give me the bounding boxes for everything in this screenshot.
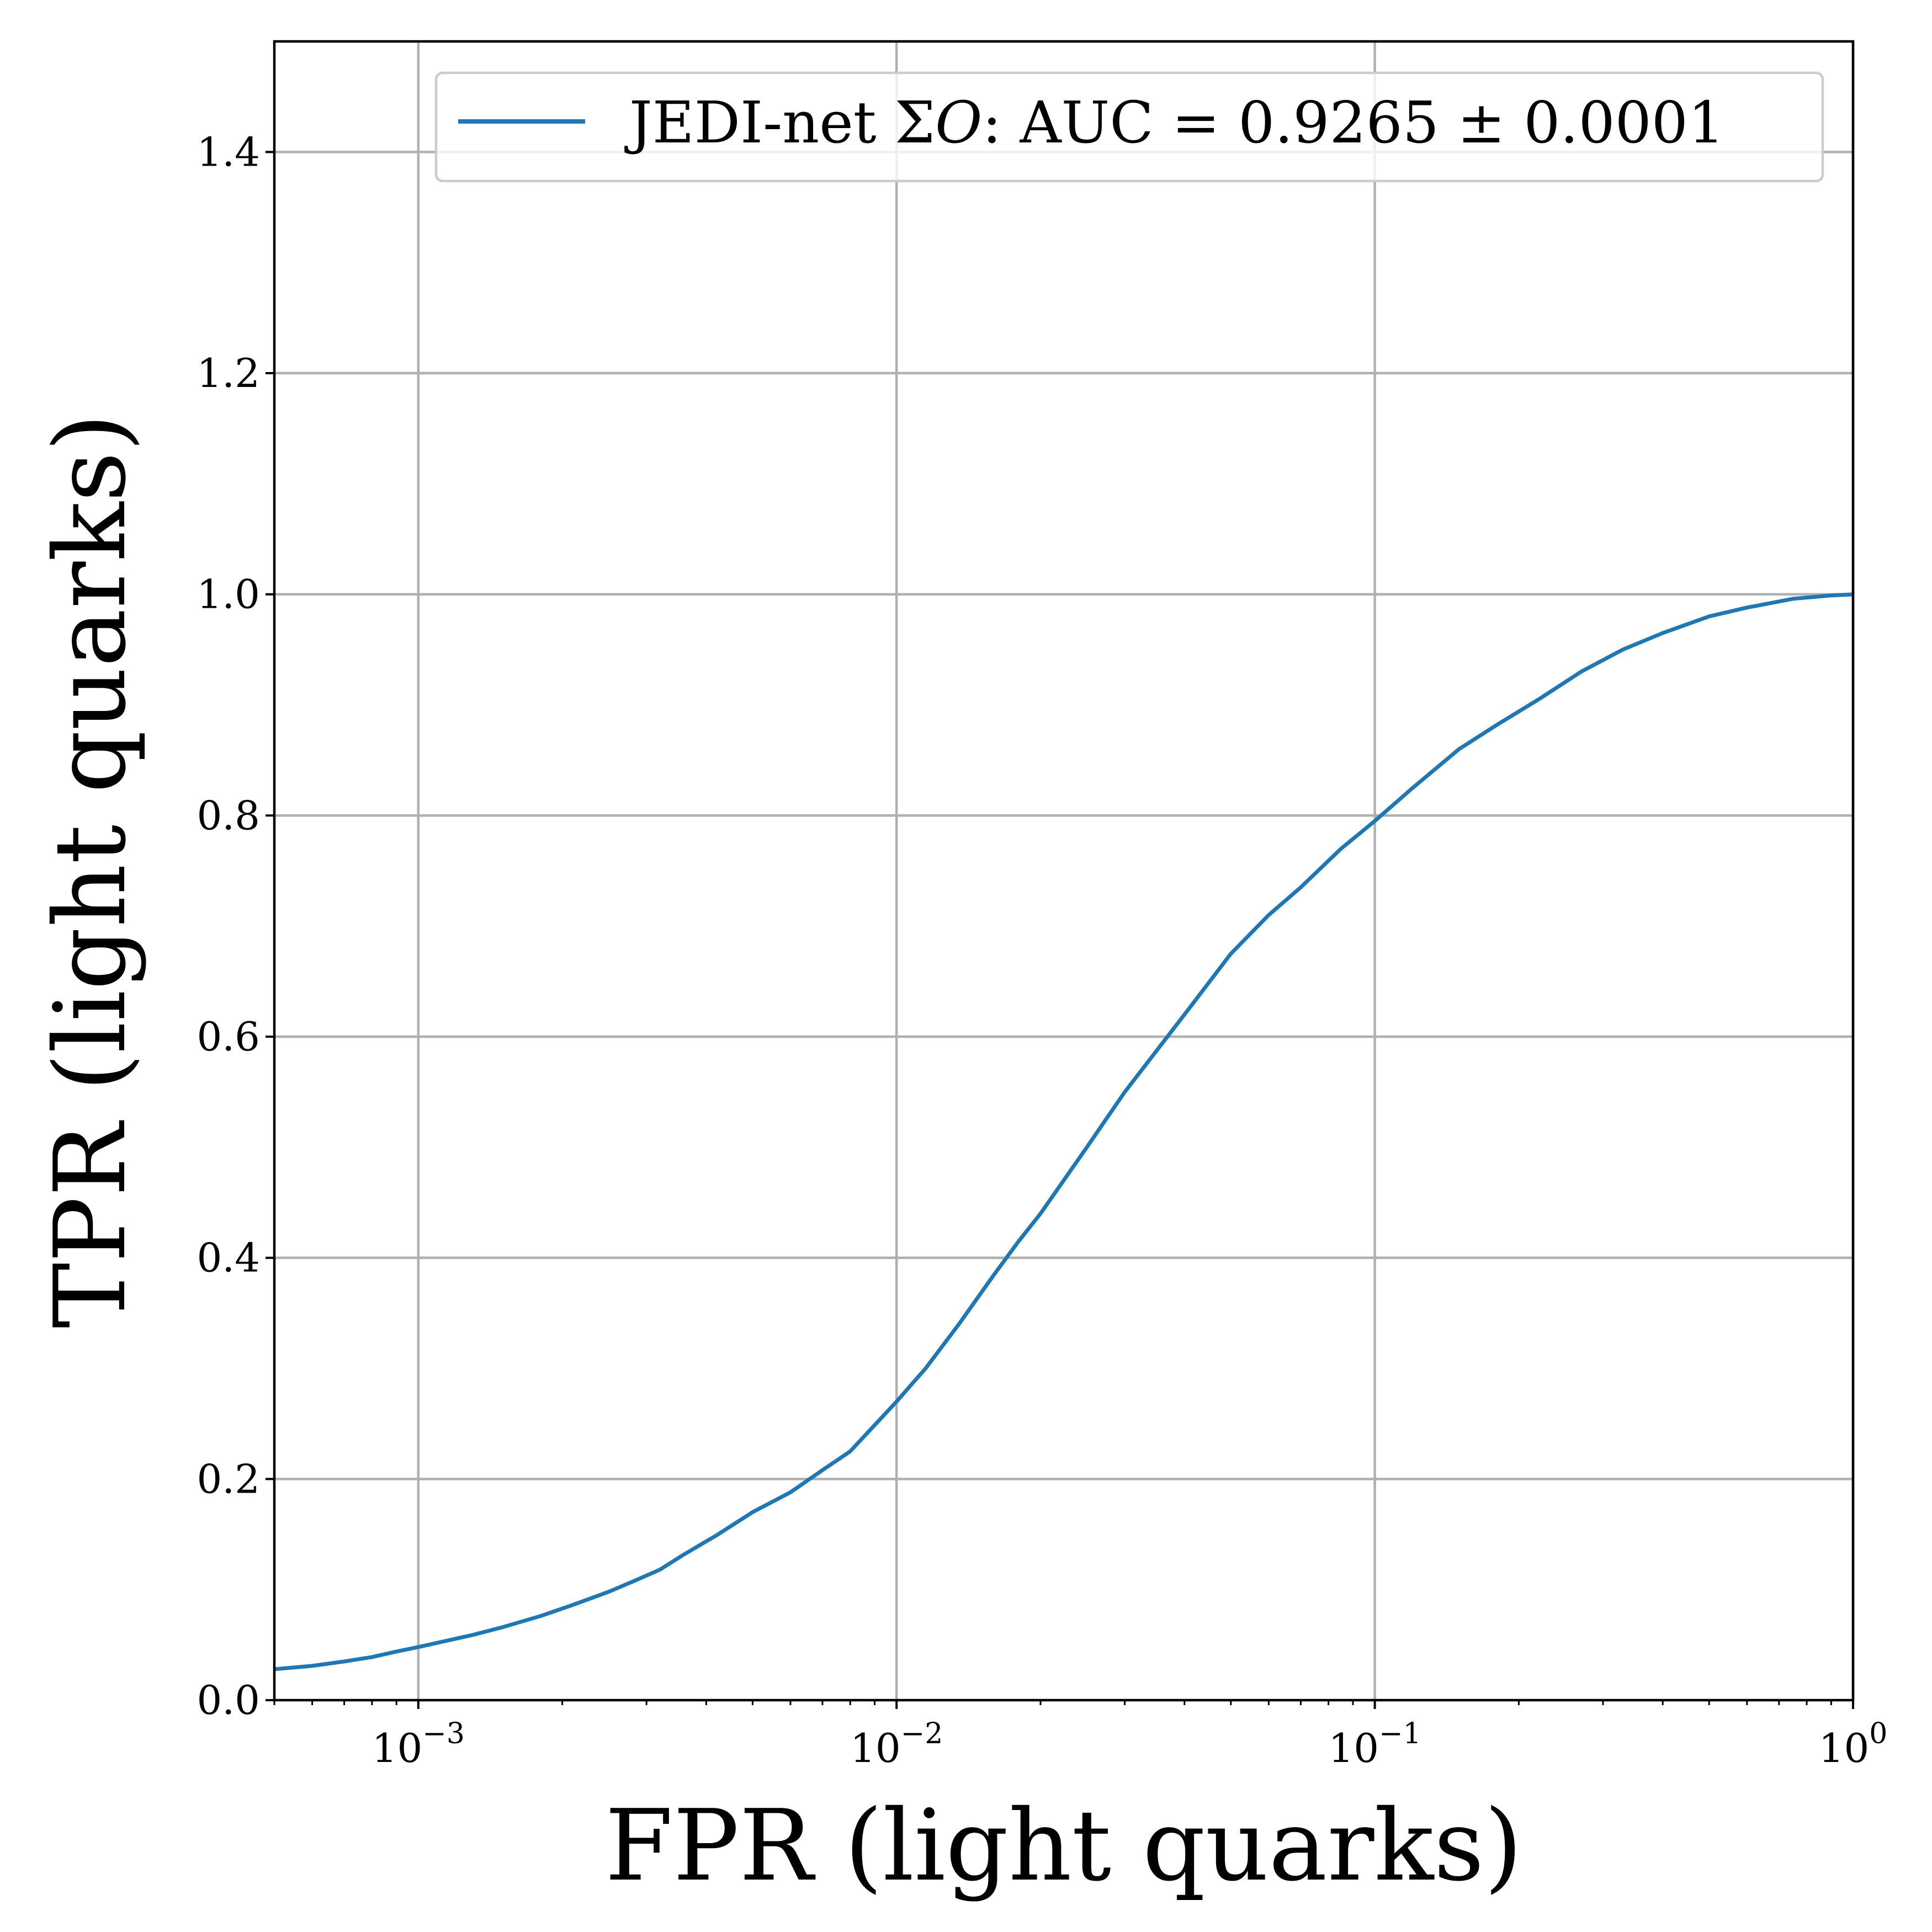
x-tick-label: 10−1 — [1328, 1717, 1421, 1771]
y-tick-label: 1.2 — [197, 350, 260, 396]
x-tick-label-exp: −2 — [901, 1717, 943, 1750]
series-layer — [274, 592, 1854, 1671]
x-tick-label-base: 10 — [372, 1725, 423, 1771]
y-tick-label: 1.4 — [197, 129, 260, 175]
plot-frame — [273, 40, 1855, 1702]
y-tick-label: 0.8 — [197, 792, 260, 838]
y-tick-label: 1.0 — [197, 571, 260, 618]
series-line — [274, 592, 1854, 1671]
legend-box — [434, 71, 1824, 183]
x-tick-label-base: 10 — [1328, 1725, 1379, 1771]
x-tick-label: 10−2 — [850, 1717, 943, 1771]
legend-entry-suffix: : AUC = 0.9265 ± 0.0001 — [982, 89, 1724, 156]
legend-entry-prefix: JEDI-net Σ — [624, 89, 935, 156]
x-tick-label-exp: 0 — [1869, 1717, 1887, 1750]
x-tick-label-exp: −3 — [422, 1717, 465, 1750]
legend-entry: JEDI-net ΣO: AUC = 0.9265 ± 0.0001 — [624, 89, 1724, 156]
y-tick-label: 0.2 — [197, 1456, 260, 1502]
legend-entry-italic: O — [935, 89, 982, 156]
legend: JEDI-net ΣO: AUC = 0.9265 ± 0.0001 — [434, 71, 1824, 183]
x-tick-label-base: 10 — [1819, 1725, 1870, 1771]
x-axis-label: FPR (light quarks) — [605, 1788, 1522, 1903]
y-tick-label: 0.4 — [197, 1235, 260, 1281]
x-tick-label-base: 10 — [850, 1725, 901, 1771]
y-tick-label: 0.6 — [197, 1013, 260, 1060]
y-tick-label: 0.0 — [197, 1677, 260, 1723]
x-tick-label-exp: −1 — [1379, 1717, 1421, 1750]
x-tick-label: 10−3 — [372, 1717, 465, 1771]
x-tick-label: 100 — [1819, 1717, 1888, 1771]
y-axis-label: TPR (light quarks) — [33, 413, 147, 1329]
